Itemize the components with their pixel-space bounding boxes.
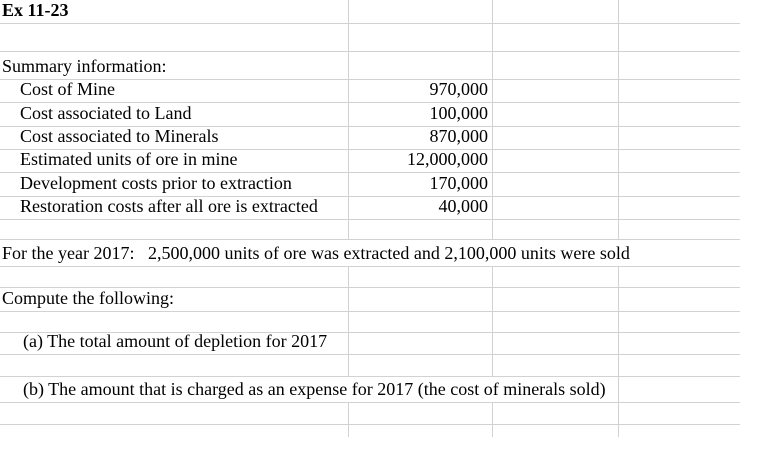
cell-development-costs-label[interactable]: Development costs prior to extraction (0, 173, 349, 196)
empty-cell (493, 127, 619, 149)
sheet-row (0, 24, 740, 52)
sheet-row: Estimated units of ore in mine 12,000,00… (0, 149, 740, 173)
empty-cell (619, 197, 740, 219)
empty-cell (349, 220, 493, 239)
empty-cell (0, 355, 349, 376)
cell-compute-heading[interactable]: Compute the following: (0, 288, 349, 311)
empty-cell (493, 0, 619, 23)
empty-cell (493, 220, 619, 239)
sheet-row (0, 267, 740, 288)
empty-cell (0, 403, 349, 424)
empty-cell (619, 80, 740, 102)
sheet-row (0, 312, 740, 333)
sheet-row (0, 220, 740, 240)
cell-question-b[interactable]: (b) The amount that is charged as an exp… (0, 377, 619, 402)
cell-estimated-units-label[interactable]: Estimated units of ore in mine (0, 149, 349, 172)
sheet-row (0, 425, 740, 437)
empty-cell (493, 197, 619, 219)
empty-cell (619, 403, 740, 424)
empty-cell (349, 24, 493, 51)
empty-cell (349, 288, 493, 311)
empty-cell (619, 312, 740, 332)
empty-cell (493, 267, 619, 287)
cell-cost-land-label[interactable]: Cost associated to Land (0, 103, 349, 126)
sheet-row: Ex 11-23 (0, 0, 740, 24)
sheet-row (0, 355, 740, 377)
sheet-row (0, 403, 740, 425)
empty-cell (349, 312, 493, 332)
empty-cell (619, 220, 740, 239)
sheet-row: (a) The total amount of depletion for 20… (0, 331, 740, 355)
sheet-row: Cost of Mine 970,000 (0, 79, 740, 103)
empty-cell (493, 403, 619, 424)
empty-cell (349, 52, 493, 79)
empty-cell (349, 355, 493, 376)
cell-cost-of-mine-value[interactable]: 970,000 (349, 79, 493, 102)
empty-cell (493, 312, 619, 332)
empty-cell (619, 267, 740, 287)
cell-cost-of-mine-label[interactable]: Cost of Mine (0, 79, 349, 102)
cell-restoration-costs-value[interactable]: 40,000 (349, 196, 493, 219)
cell-summary-heading[interactable]: Summary information: (0, 52, 349, 79)
cell-cost-land-value[interactable]: 100,000 (349, 103, 493, 126)
empty-cell (349, 0, 493, 23)
empty-cell (493, 150, 619, 172)
sheet-row: Compute the following: (0, 288, 740, 312)
cell-cost-minerals-label[interactable]: Cost associated to Minerals (0, 126, 349, 149)
empty-cell (619, 24, 740, 51)
empty-cell (619, 288, 740, 311)
cell-estimated-units-value[interactable]: 12,000,000 (349, 149, 493, 172)
empty-cell (493, 52, 619, 79)
worksheet-grid: Ex 11-23 Summary information: Cost of Mi… (0, 0, 740, 437)
empty-cell (0, 425, 349, 437)
empty-cell (349, 267, 493, 287)
sheet-row: Restoration costs after all ore is extra… (0, 196, 740, 220)
empty-cell (0, 24, 349, 51)
empty-cell (493, 173, 619, 196)
empty-cell (619, 355, 740, 376)
empty-cell (493, 24, 619, 51)
sheet-row: (b) The amount that is charged as an exp… (0, 377, 740, 403)
cell-development-costs-value[interactable]: 170,000 (349, 173, 493, 196)
cell-cost-minerals-value[interactable]: 870,000 (349, 126, 493, 149)
empty-cell (619, 103, 740, 126)
empty-cell (493, 80, 619, 102)
empty-cell (0, 312, 349, 332)
cell-exercise-title[interactable]: Ex 11-23 (0, 0, 349, 23)
empty-cell (619, 333, 740, 354)
empty-cell (493, 333, 619, 354)
empty-cell (619, 127, 740, 149)
cell-restoration-costs-label[interactable]: Restoration costs after all ore is extra… (0, 196, 349, 219)
empty-cell (619, 150, 740, 172)
empty-cell (493, 288, 619, 311)
sheet-row: Summary information: (0, 52, 740, 80)
cell-year-note[interactable]: For the year 2017: 2,500,000 units of or… (2, 243, 630, 263)
sheet-row: Development costs prior to extraction 17… (0, 173, 740, 197)
empty-cell (619, 173, 740, 196)
sheet-row: Cost associated to Minerals 870,000 (0, 126, 740, 150)
empty-cell (0, 267, 349, 287)
empty-cell (349, 333, 493, 354)
empty-cell (619, 425, 740, 437)
sheet-row: For the year 2017: 2,500,000 units of or… (0, 240, 740, 267)
empty-cell (493, 103, 619, 126)
empty-cell (619, 0, 740, 23)
empty-cell (619, 377, 740, 402)
empty-cell (349, 403, 493, 424)
empty-cell (493, 425, 619, 437)
empty-cell (349, 425, 493, 437)
empty-cell (493, 355, 619, 376)
cell-question-a[interactable]: (a) The total amount of depletion for 20… (0, 331, 349, 354)
sheet-row: Cost associated to Land 100,000 (0, 103, 740, 127)
empty-cell (0, 220, 349, 239)
empty-cell (619, 52, 740, 79)
